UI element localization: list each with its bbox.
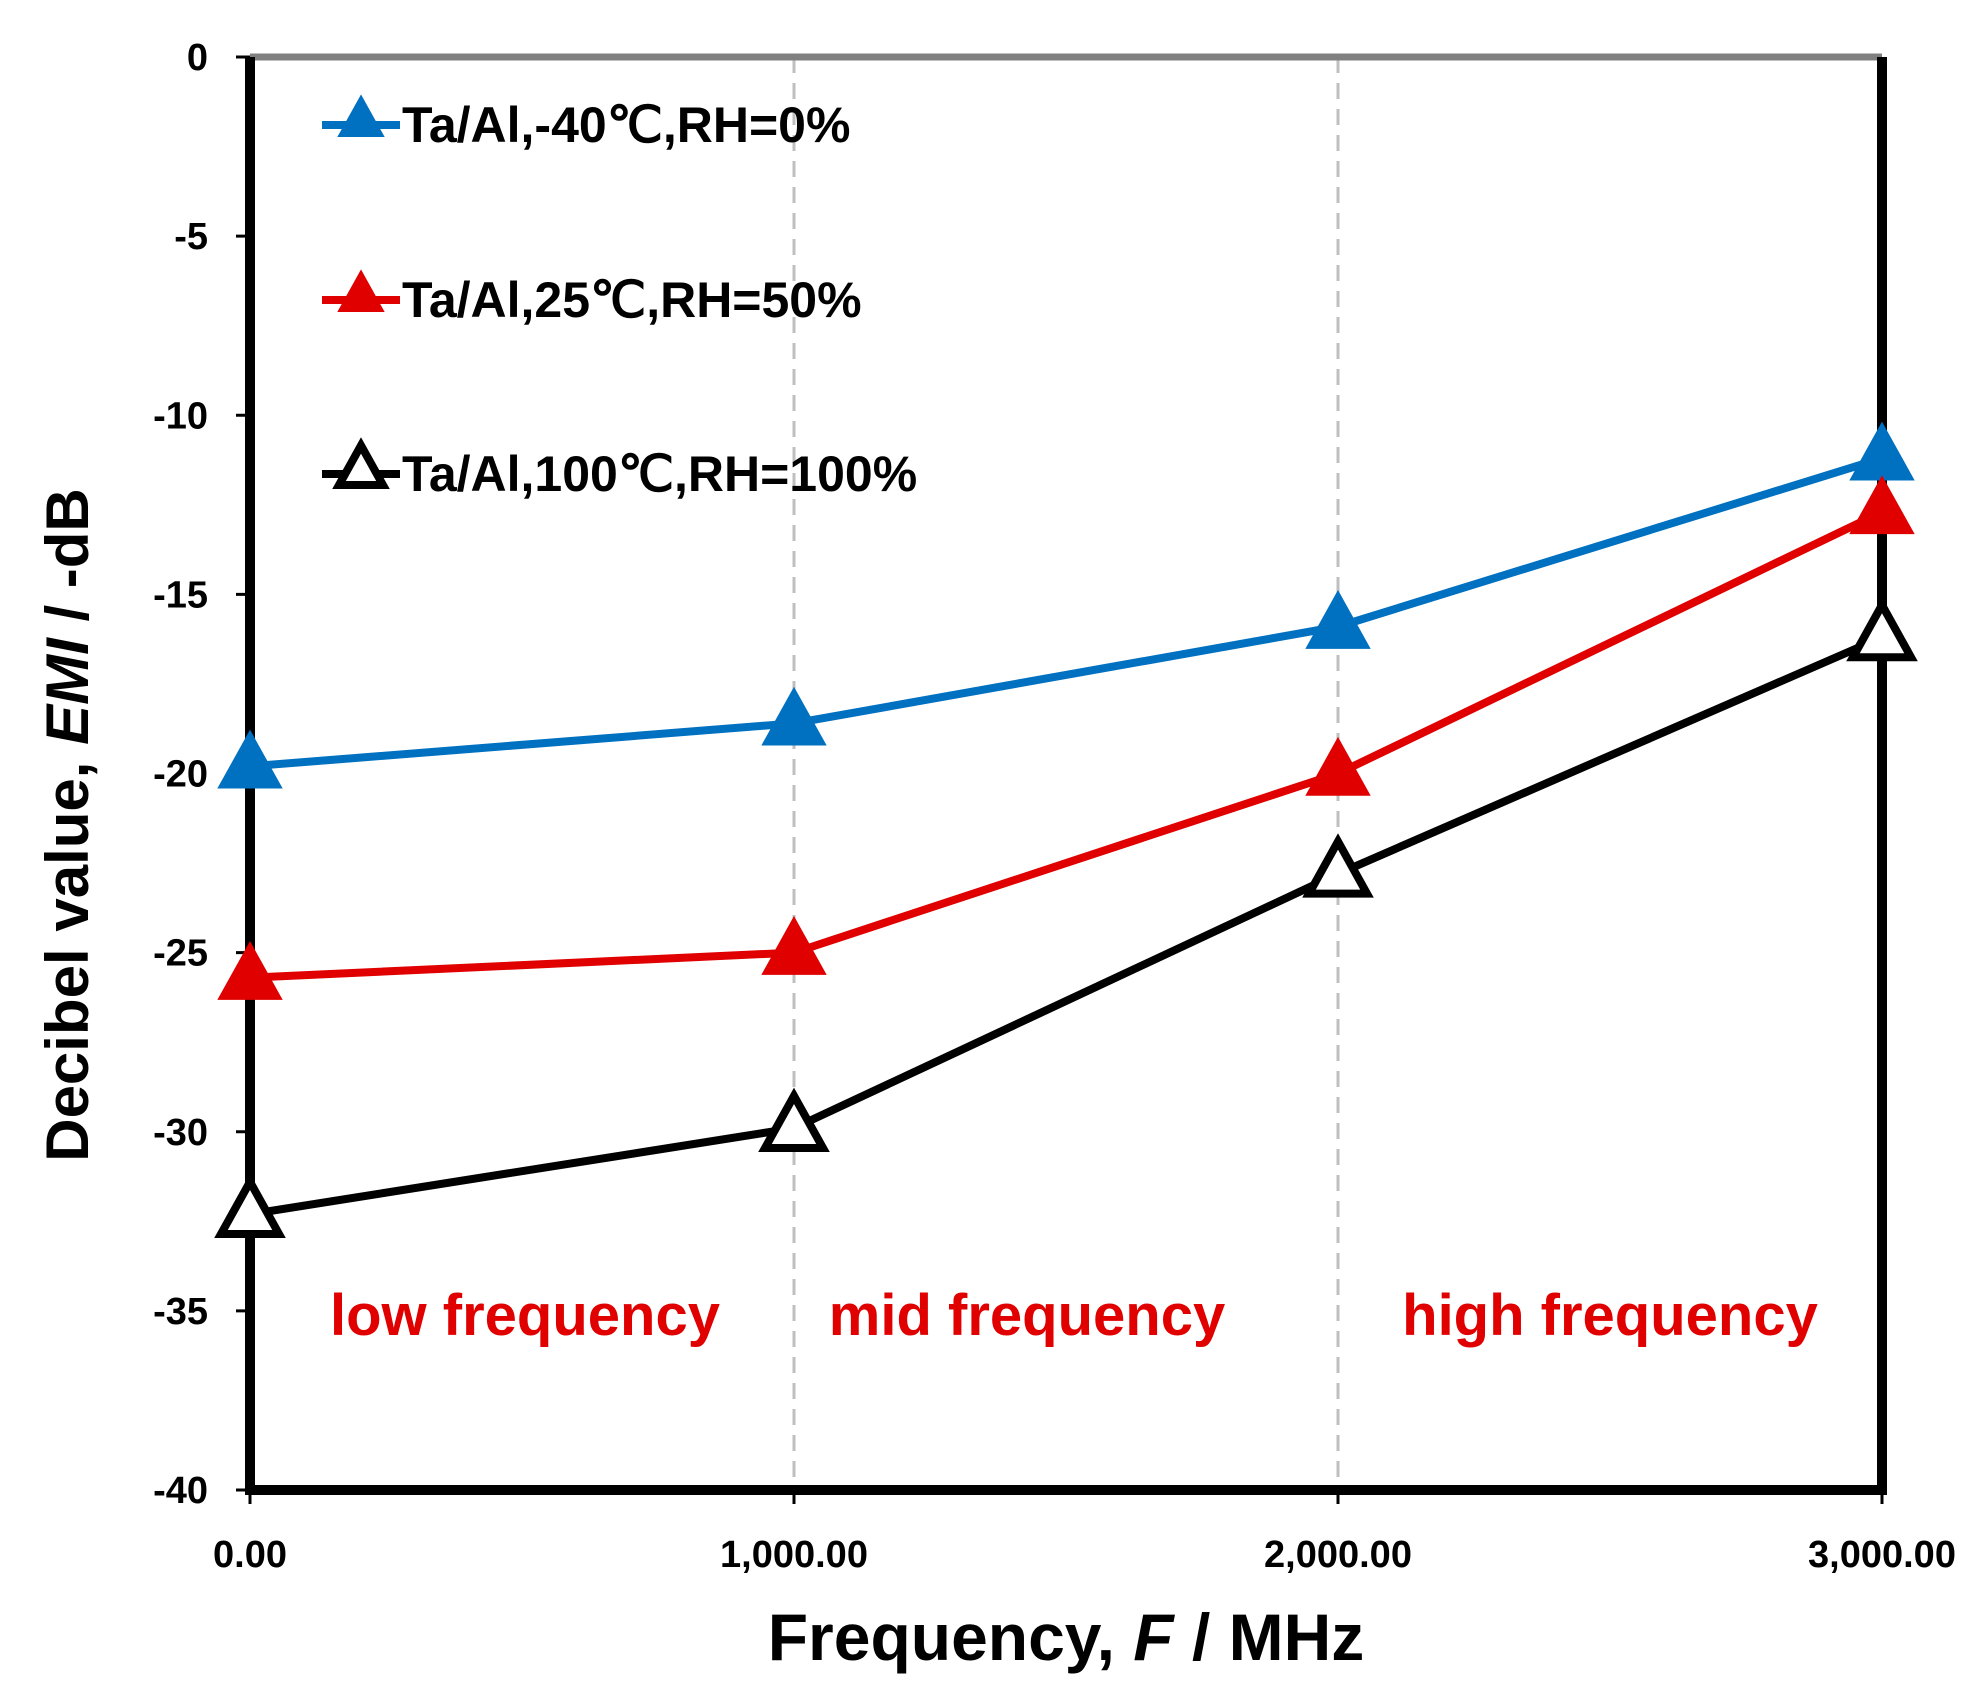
y-tick-label: -5 [174,216,208,258]
x-tick-label: 1,000.00 [720,1534,868,1576]
x-tick-label: 3,000.00 [1808,1534,1956,1576]
legend-label-2: Ta/Al,25℃,RH=50% [402,272,862,328]
y-tick-label: 0 [187,37,208,79]
data-point-series-1 [217,729,283,789]
region-label-3: high frequency [1402,1283,1818,1348]
y-tick-label: -25 [153,933,208,975]
y-axis-title: Decibel value, EMI / -dB [34,488,101,1162]
x-tick-label: 0.00 [213,1534,287,1576]
data-point-series-2 [1305,736,1371,796]
legend-marker-2 [337,269,385,313]
data-point-series-2 [761,915,827,975]
data-point-series-3 [1846,596,1918,662]
legend-marker-1 [337,94,385,138]
series-line-1 [249,454,1884,771]
y-tick-label: -20 [153,754,208,796]
data-point-series-2 [1849,475,1915,535]
region-label-1: low frequency [330,1283,720,1348]
y-tick-label: -35 [153,1291,208,1333]
data-point-series-1 [1849,421,1915,481]
data-point-series-2 [217,941,283,1000]
data-point-series-1 [1305,589,1371,649]
data-point-series-3 [214,1173,286,1238]
y-tick-label: -30 [153,1112,208,1154]
data-point-series-3 [1302,833,1374,898]
data-point-series-1 [761,686,827,746]
y-tick-label: -15 [153,574,208,616]
x-tick-label: 2,000.00 [1264,1534,1412,1576]
y-tick-label: -10 [153,395,208,437]
series-line-2 [249,508,1884,982]
data-point-series-3 [758,1087,830,1153]
legend-label-1: Ta/Al,-40℃,RH=0% [402,97,850,153]
x-axis-title: Frequency, F / MHz [768,1600,1365,1674]
region-label-2: mid frequency [829,1283,1225,1348]
legend-marker-3 [332,437,390,490]
series-line-3 [249,633,1884,1219]
legend-label-3: Ta/Al,100℃,RH=100% [402,446,917,502]
y-tick-label: -40 [153,1470,208,1512]
